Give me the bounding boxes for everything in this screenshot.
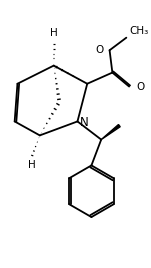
Text: N: N xyxy=(79,116,88,129)
Text: O: O xyxy=(95,44,103,55)
Text: CH₃: CH₃ xyxy=(130,26,149,36)
Text: O: O xyxy=(136,82,144,92)
Text: H: H xyxy=(50,28,58,38)
Polygon shape xyxy=(101,125,120,140)
Text: H: H xyxy=(27,160,35,170)
